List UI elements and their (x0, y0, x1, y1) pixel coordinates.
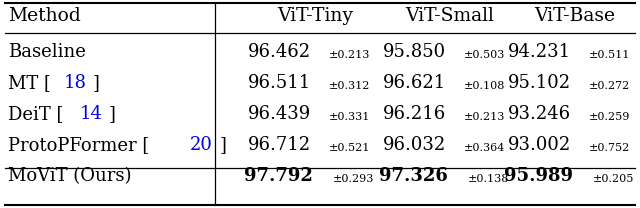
Text: 14: 14 (79, 105, 102, 123)
Text: 96.462: 96.462 (248, 43, 310, 61)
Text: 94.231: 94.231 (508, 43, 571, 61)
Text: ±0.364: ±0.364 (464, 143, 506, 153)
Text: 97.792: 97.792 (244, 167, 313, 185)
Text: ]: ] (109, 105, 116, 123)
Text: ±0.503: ±0.503 (464, 50, 506, 60)
Text: ±0.213: ±0.213 (329, 50, 371, 60)
Text: ±0.205: ±0.205 (593, 174, 634, 184)
Text: MT [: MT [ (8, 74, 51, 92)
Text: 96.439: 96.439 (248, 105, 311, 123)
Text: ±0.752: ±0.752 (589, 143, 630, 153)
Text: Method: Method (8, 7, 81, 25)
Text: 95.850: 95.850 (383, 43, 445, 61)
Text: Baseline: Baseline (8, 43, 86, 61)
Text: DeiT [: DeiT [ (8, 105, 63, 123)
Text: 93.002: 93.002 (508, 136, 571, 154)
Text: ViT-Small: ViT-Small (406, 7, 495, 25)
Text: ±0.259: ±0.259 (589, 112, 630, 122)
Text: 95.102: 95.102 (508, 74, 571, 92)
Text: 96.032: 96.032 (383, 136, 445, 154)
Text: ±0.312: ±0.312 (329, 81, 371, 91)
Text: ProtoPFormer [: ProtoPFormer [ (8, 136, 149, 154)
Text: ±0.213: ±0.213 (464, 112, 506, 122)
Text: ViT-Tiny: ViT-Tiny (277, 7, 353, 25)
Text: 20: 20 (190, 136, 213, 154)
Text: ±0.331: ±0.331 (329, 112, 371, 122)
Text: ±0.108: ±0.108 (464, 81, 506, 91)
Text: 96.621: 96.621 (383, 74, 445, 92)
Text: 18: 18 (63, 74, 86, 92)
Text: ±0.511: ±0.511 (589, 50, 630, 60)
Text: 96.511: 96.511 (248, 74, 311, 92)
Text: 96.712: 96.712 (248, 136, 310, 154)
Text: 97.326: 97.326 (379, 167, 448, 185)
Text: 95.989: 95.989 (504, 167, 573, 185)
Text: ±0.272: ±0.272 (589, 81, 630, 91)
Text: ±0.138: ±0.138 (468, 174, 509, 184)
Text: ±0.521: ±0.521 (329, 143, 371, 153)
Text: ]: ] (93, 74, 100, 92)
Text: ±0.293: ±0.293 (333, 174, 374, 184)
Text: 96.216: 96.216 (383, 105, 445, 123)
Text: 93.246: 93.246 (508, 105, 571, 123)
Text: ]: ] (220, 136, 227, 154)
Text: MoViT (Ours): MoViT (Ours) (8, 167, 131, 185)
Text: ViT-Base: ViT-Base (534, 7, 616, 25)
